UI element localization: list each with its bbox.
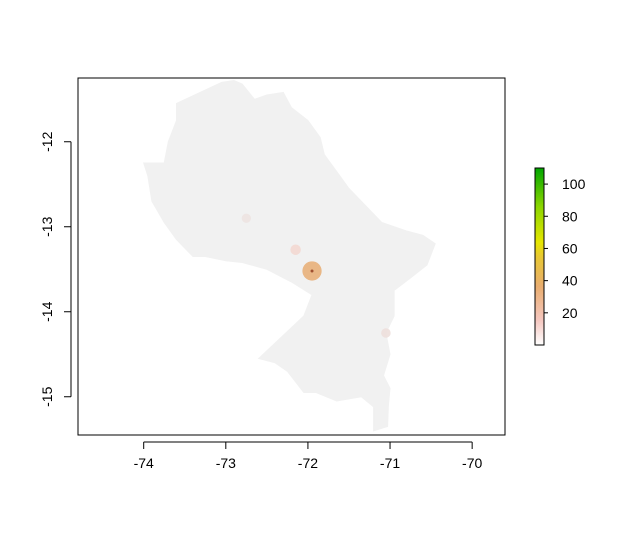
legend-tick-label: 100 [562, 176, 586, 192]
x-tick-label: -71 [380, 455, 400, 471]
legend-tick-label: 80 [562, 208, 578, 224]
legend-tick-label: 20 [562, 305, 578, 321]
region-shape [143, 79, 436, 432]
highlight-layer [241, 213, 391, 338]
legend-tick-label: 60 [562, 240, 578, 256]
x-tick-label: -73 [216, 455, 236, 471]
x-tick-label: -74 [134, 455, 154, 471]
y-tick-label: -13 [39, 216, 55, 236]
y-tick-label: -12 [39, 131, 55, 151]
x-tick-label: -72 [298, 455, 318, 471]
value-cell-3 [381, 328, 391, 338]
x-tick-label: -70 [462, 455, 482, 471]
region-layer [143, 79, 436, 432]
y-tick-label: -14 [39, 301, 55, 321]
plot-frame [77, 77, 506, 436]
x-axis: -74 -73 -72 -71 -70 [134, 441, 482, 471]
value-cell-2 [241, 213, 251, 223]
value-cell-core-0 [310, 269, 314, 273]
color-legend: 20 40 60 80 100 [534, 167, 586, 346]
y-axis: -12 -13 -14 -15 [39, 131, 72, 407]
value-cell-1 [290, 244, 301, 255]
y-tick-label: -15 [39, 386, 55, 406]
legend-colorbar [534, 167, 545, 346]
legend-tick-label: 40 [562, 273, 578, 289]
